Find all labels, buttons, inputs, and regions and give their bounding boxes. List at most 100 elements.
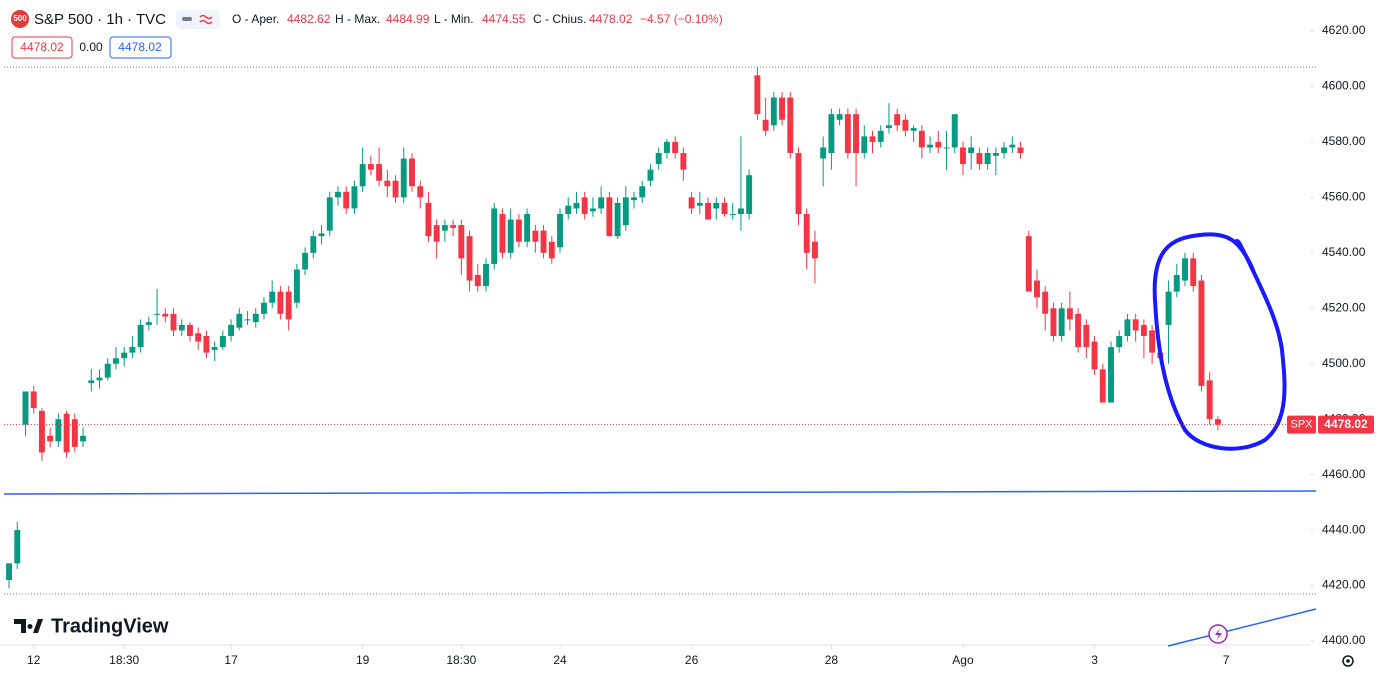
candle-body	[104, 363, 111, 378]
candle-body	[976, 153, 983, 165]
y-tick-label: 4540.00	[1322, 245, 1366, 259]
pill-icon	[182, 17, 192, 21]
candle-body	[1083, 324, 1090, 348]
freehand-circle	[1152, 232, 1287, 451]
candle-body	[614, 202, 621, 237]
candle-body	[121, 352, 128, 359]
y-tick-label: 4420.00	[1322, 578, 1366, 592]
candle-body	[30, 391, 37, 409]
price-tag-text: 4478.02	[1324, 417, 1368, 431]
event-icon-bolt	[1215, 628, 1222, 641]
candle-body	[680, 153, 687, 170]
candle-body	[984, 153, 991, 165]
x-tick-label: 19	[356, 653, 370, 667]
candle-body	[705, 202, 712, 220]
candle-body	[828, 114, 835, 153]
y-tick-label: 4440.00	[1322, 522, 1366, 536]
candle-body	[540, 230, 547, 253]
candle-body	[631, 197, 637, 201]
candle-body	[1025, 236, 1032, 292]
candle-body	[885, 125, 892, 129]
candle-body	[409, 158, 415, 187]
x-tick-label: 3	[1091, 653, 1098, 667]
candle-body	[951, 114, 958, 148]
candle-body	[696, 202, 703, 206]
candle-body	[1165, 291, 1172, 325]
x-tick-label: 17	[224, 653, 238, 667]
candle-body	[1050, 308, 1057, 336]
candle-body	[310, 236, 317, 253]
candle-body	[96, 377, 103, 381]
candle-body	[491, 208, 498, 264]
candle-body	[598, 197, 605, 209]
ask-box[interactable]	[109, 36, 172, 59]
candle-body	[80, 435, 87, 442]
candle-body	[154, 313, 161, 315]
ohlc-label: C - Chius.	[533, 12, 586, 26]
x-tick-label: 28	[825, 653, 839, 667]
ohlc-value: 4484.99	[386, 12, 430, 26]
candle-body	[729, 214, 736, 215]
candle-body	[211, 347, 218, 350]
candle-body	[910, 128, 917, 131]
candle-body	[853, 114, 860, 153]
y-tick-label: 4560.00	[1322, 190, 1366, 204]
candle-body	[1066, 308, 1073, 320]
candle-body	[277, 291, 284, 314]
ohlc-change: −4.57 (−0.10%)	[640, 12, 723, 26]
candle-body	[811, 241, 818, 259]
candle-body	[22, 391, 29, 425]
candle-body	[1034, 280, 1040, 298]
candle-body	[170, 313, 177, 331]
candle-body	[88, 380, 95, 384]
settings-icon[interactable]	[1342, 655, 1354, 667]
candle-body	[376, 164, 383, 181]
candle-body	[1042, 291, 1049, 314]
y-tick-label: 4580.00	[1322, 134, 1366, 148]
logo-text[interactable]: TradingView	[51, 615, 169, 637]
candle-body	[1124, 319, 1131, 336]
candle-body	[71, 419, 78, 447]
bid-box[interactable]	[11, 36, 73, 59]
candle-body	[450, 225, 457, 228]
spread: 0.00	[79, 40, 103, 54]
x-tick-label: 18:30	[446, 653, 476, 667]
x-tick-label: 7	[1223, 653, 1230, 667]
candle-body	[877, 130, 884, 142]
candle-body	[145, 322, 152, 325]
candle-body	[244, 319, 251, 321]
candle-body	[589, 208, 596, 212]
candle-body	[228, 324, 235, 336]
candle-body	[992, 153, 999, 156]
candle-body	[14, 530, 21, 564]
candle-body	[754, 75, 761, 115]
candle-body	[721, 202, 728, 214]
candle-body	[565, 205, 572, 214]
candle-body	[343, 191, 350, 209]
candle-body	[441, 225, 448, 231]
symbol-title[interactable]: S&P 500 · 1h · TVC	[34, 11, 166, 28]
y-tick-label: 4400.00	[1322, 633, 1366, 647]
candle-body	[392, 180, 399, 198]
candle-body	[1009, 144, 1016, 148]
candle-body	[55, 419, 62, 442]
candle-body	[573, 202, 580, 209]
candle-body	[219, 336, 226, 348]
candle-body	[195, 333, 202, 342]
ohlc-label: H - Max.	[335, 12, 380, 26]
candle-body	[203, 336, 210, 353]
candle-body	[351, 186, 358, 209]
x-tick-label: Ago	[952, 653, 974, 667]
candle-body	[803, 214, 810, 253]
symbol-badge	[11, 10, 29, 28]
candle-body	[458, 225, 465, 259]
candle-body	[1001, 147, 1008, 153]
candle-body	[318, 233, 325, 237]
bid-price: 4478.02	[20, 40, 64, 54]
symbol-tag	[1287, 415, 1316, 434]
trend-drawing	[1167, 608, 1317, 647]
candle-body	[902, 119, 909, 131]
candle-body	[836, 114, 843, 120]
horizontal-drawing	[3, 490, 1317, 495]
candle-body	[1206, 380, 1213, 420]
